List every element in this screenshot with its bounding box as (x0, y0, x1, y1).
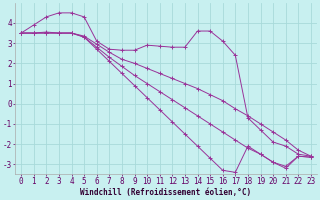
X-axis label: Windchill (Refroidissement éolien,°C): Windchill (Refroidissement éolien,°C) (80, 188, 252, 197)
